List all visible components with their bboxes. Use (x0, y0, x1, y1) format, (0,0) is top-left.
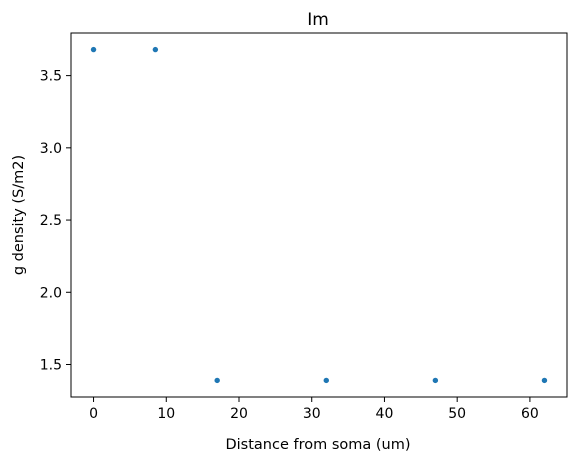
y-axis-label: g density (S/m2) (11, 155, 27, 275)
x-axis: 0 10 20 30 40 50 60 (89, 397, 539, 422)
y-tick-label: 2.5 (40, 213, 62, 229)
data-point (90, 46, 97, 53)
x-tick-label: 20 (230, 406, 248, 422)
x-tick-label: 40 (376, 406, 394, 422)
y-axis: 1.5 2.0 2.5 3.0 3.5 (40, 69, 71, 374)
data-point (323, 377, 329, 384)
x-tick-label: 30 (303, 406, 321, 422)
y-tick-label: 3.5 (40, 69, 62, 85)
plot-area (90, 46, 548, 384)
x-tick-label: 10 (157, 406, 175, 422)
y-tick-label: 2.0 (40, 285, 62, 301)
x-axis-label: Distance from soma (um) (225, 437, 410, 453)
x-tick-label: 60 (521, 406, 539, 422)
axes-frame (70, 32, 568, 398)
x-tick-label: 0 (89, 406, 98, 422)
chart-title: Im (307, 10, 329, 30)
x-tick-label: 50 (448, 406, 466, 422)
data-point (541, 377, 548, 384)
y-tick-label: 1.5 (40, 358, 62, 374)
y-tick-label: 3.0 (40, 141, 62, 157)
data-point (432, 377, 439, 384)
data-point (152, 46, 159, 53)
data-point (214, 377, 220, 384)
